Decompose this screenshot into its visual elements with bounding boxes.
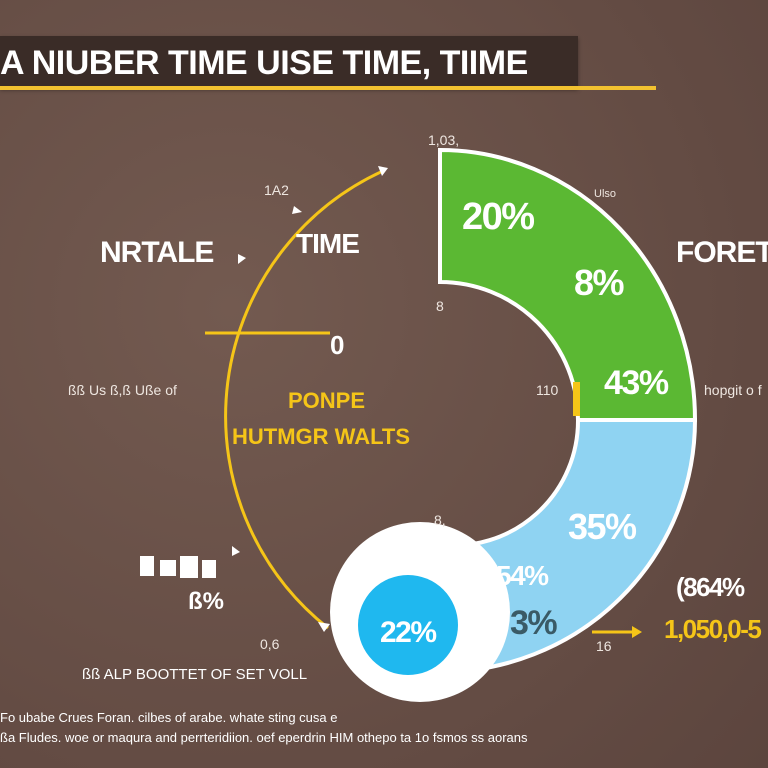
pct-label-43: 43%	[604, 364, 669, 402]
pie-segment-cyan	[358, 575, 458, 675]
blob-block-4	[202, 560, 216, 578]
left-line-label: ßß Us ß,ß Uße of	[68, 382, 177, 398]
blob-block-2	[160, 560, 176, 576]
blob-block-1	[140, 556, 154, 576]
zero-label: 0	[330, 330, 345, 360]
pct-label-35: 35%	[568, 506, 637, 547]
arc-arrow-top	[378, 166, 388, 176]
right-arrow-head	[632, 626, 642, 638]
left-heading: NRTALE	[100, 236, 214, 269]
title-underline	[0, 86, 656, 90]
right-heading: FORETI	[676, 236, 768, 269]
right-line-label: hopgit o f	[704, 382, 762, 398]
arrow-label: 16	[596, 638, 612, 654]
pct-label-22: 22%	[380, 616, 437, 649]
top-small-label: 1,03,	[428, 132, 460, 148]
caption-line-2: ßa Fludes. woe or maqura and perrteridii…	[0, 730, 528, 745]
time-heading: TIME	[296, 228, 360, 259]
arc-arrow-left	[238, 254, 246, 264]
bottom-label: ßß ALP BOOTTET OF SET VOLL	[82, 666, 308, 683]
arc-small-label: 1A2	[264, 182, 289, 198]
arc-arrow-bottom	[318, 622, 330, 632]
pct-label-20: 20%	[462, 196, 535, 238]
center-line-1: PONPE	[288, 388, 366, 413]
arc-arrow-upper	[292, 206, 302, 214]
pct-label-54: 54%	[496, 560, 549, 591]
segment-marker	[573, 382, 580, 416]
center-line-2: HUTMGR WALTS	[232, 424, 411, 449]
axis-label-110: 110	[536, 382, 559, 398]
page-title: A NIUBER TIME UISE TIME, TIIME	[0, 44, 528, 82]
blob-text: ß%	[188, 588, 224, 615]
right-pct-annotation: (864%	[676, 572, 745, 602]
right-value-annotation: 1,050,0-5	[664, 614, 762, 644]
mid-small-label: 8	[436, 298, 444, 314]
pct-label-8: 8%	[574, 262, 625, 303]
pct-label-3: 3%	[510, 604, 558, 642]
right-small-label: Ulso	[594, 188, 617, 200]
yellow-arc	[224, 168, 386, 630]
blob-block-3	[180, 556, 198, 578]
caption-line-1: Fo ubabe Crues Foran. cilbes of arabe. w…	[0, 710, 338, 725]
title-banner	[0, 36, 578, 88]
arc-arrow-lower	[232, 546, 240, 556]
mid-small-label-2: 8,	[434, 512, 446, 528]
bottom-small-label: 0,6	[260, 636, 280, 652]
pie-segment-green	[438, 147, 698, 422]
